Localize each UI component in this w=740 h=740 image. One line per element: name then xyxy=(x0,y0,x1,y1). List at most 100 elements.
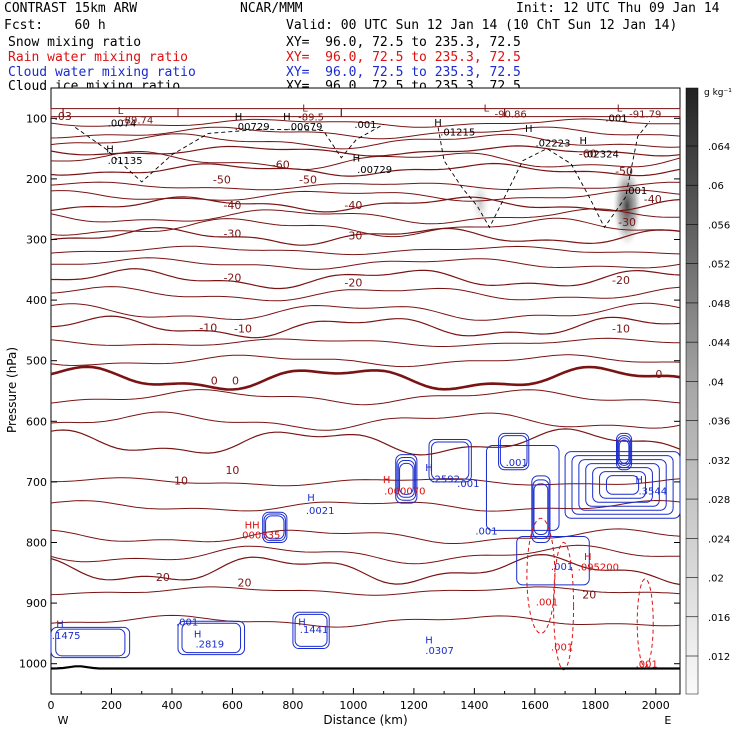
contour-value-label: .001 xyxy=(605,114,627,125)
temperature-label: 10 xyxy=(225,464,239,477)
extremum-marker: H xyxy=(425,635,433,646)
colorbar-tick-label: .012 xyxy=(708,652,730,663)
colorbar-tick-label: .028 xyxy=(708,495,730,506)
x-tick-label: 1800 xyxy=(581,699,609,712)
y-tick-label: 300 xyxy=(26,234,47,247)
extremum-marker: H xyxy=(235,112,243,123)
isotherm-line xyxy=(50,151,681,171)
field-xy-rain: XY= 96.0, 72.5 to 235.3, 72.5 xyxy=(286,50,521,65)
x-end-label-east: E xyxy=(664,714,671,727)
cloud-water-cell xyxy=(516,535,590,586)
x-tick-label: 2000 xyxy=(642,699,670,712)
snow-contours xyxy=(74,121,651,229)
isotherm-line xyxy=(50,302,681,321)
contour-value-label: .001 xyxy=(551,643,573,654)
x-tick-label: 600 xyxy=(222,699,243,712)
y-tick-label: 1000 xyxy=(19,658,47,671)
extremum-marker: HH xyxy=(245,520,260,531)
contour-value-label: .001 xyxy=(551,562,573,573)
ice-shading-group xyxy=(471,166,642,247)
cloud-water-cell xyxy=(617,437,631,466)
isotherm-line xyxy=(50,544,680,565)
extremum-marker: H xyxy=(106,145,114,156)
cloud-ice-patch-central xyxy=(471,181,490,226)
y-tick-label: 700 xyxy=(26,476,47,489)
isotherm-line xyxy=(50,126,681,140)
cloud-water-cell xyxy=(585,463,660,507)
contour-value-label: -90.86 xyxy=(495,109,527,120)
contour-value-label: .001 xyxy=(636,660,658,671)
model-title: CONTRAST 15km ARW xyxy=(4,1,138,16)
y-tick-label: 600 xyxy=(26,415,47,428)
isotherm-10 xyxy=(50,428,681,456)
extremum-marker: H xyxy=(425,463,433,474)
cloud-water-cell xyxy=(265,515,285,540)
rain-contour xyxy=(553,542,575,671)
contour-value-label: .02324 xyxy=(584,149,619,160)
cloud-water-cell xyxy=(498,432,530,471)
cloud-water-contours xyxy=(50,432,681,659)
temperature-label: -10 xyxy=(234,323,252,336)
temperature-label: 10 xyxy=(174,475,188,488)
cloud-water-cell xyxy=(605,475,640,495)
cloud-water-cell xyxy=(50,626,131,659)
colorbar-ramp xyxy=(685,87,699,695)
extremum-marker: H xyxy=(283,112,291,123)
forecast-hour: Fcst: 60 h xyxy=(4,18,106,33)
contour-value-label: .001 xyxy=(506,458,528,469)
isotherm-line xyxy=(50,477,681,487)
org-label: NCAR/MMM xyxy=(240,1,303,16)
field-xy-snow: XY= 96.0, 72.5 to 235.3, 72.5 xyxy=(286,35,521,50)
isotherm-line xyxy=(50,208,680,225)
cloud-water-cell xyxy=(294,613,328,647)
temperature-label: -10 xyxy=(199,321,217,334)
y-tick-label: 900 xyxy=(26,597,47,610)
cloud-water-cell xyxy=(292,611,330,650)
contour-value-label: .1475 xyxy=(52,631,81,642)
contour-value-label: .0074 xyxy=(108,119,137,130)
x-tick-label: 400 xyxy=(161,699,182,712)
temperature-contours xyxy=(50,108,681,628)
temperature-label: -30 xyxy=(618,216,636,229)
contour-value-label: .001 xyxy=(354,120,376,131)
extremum-marker: L xyxy=(484,103,490,114)
colorbar: g kg⁻¹ .064 .06 .056 .052 .048 .044 .04 .036 .032… xyxy=(685,87,732,695)
extremum-marker: H xyxy=(56,620,64,631)
temperature-label: -40 xyxy=(344,199,362,212)
cloud-water-cell xyxy=(181,622,242,654)
cloud-water-cell xyxy=(395,454,418,504)
cloud-water-cell xyxy=(532,479,550,540)
isotherm-line xyxy=(50,354,681,368)
init-time: Init: 12 UTC Thu 09 Jan 14 xyxy=(516,1,720,16)
contour-value-label: .001 xyxy=(475,526,497,537)
extremum-marker: H xyxy=(353,154,361,165)
colorbar-tick-label: .052 xyxy=(708,260,730,271)
colorbar-tick-label: .064 xyxy=(708,142,730,153)
temperature-label: -20 xyxy=(223,272,241,285)
extremum-marker: H xyxy=(298,617,306,628)
contour-value-label: .0021 xyxy=(306,506,335,517)
extremum-marker: H xyxy=(579,136,587,147)
contour-value-label: -91.79 xyxy=(629,109,661,120)
colorbar-unit: g kg⁻¹ xyxy=(704,88,732,98)
temperature-label: 0 xyxy=(232,375,239,388)
y-tick-label: 500 xyxy=(26,355,47,368)
cloud-water-cell xyxy=(618,439,630,464)
colorbar-tick-label: .06 xyxy=(708,181,724,192)
cloud-water-cell xyxy=(564,451,681,519)
temperature-label: -30 xyxy=(344,229,362,242)
x-tick-label: 800 xyxy=(282,699,303,712)
isotherm--20 xyxy=(51,268,681,290)
extremum-marker: H xyxy=(434,118,442,129)
temperature-label: 20 xyxy=(582,589,596,602)
temperature-label: 0 xyxy=(655,368,662,381)
rain-contour xyxy=(636,578,654,668)
colorbar-tick-label: .04 xyxy=(708,377,724,388)
field-label-cloud: Cloud water mixing ratio xyxy=(8,65,196,80)
colorbar-tick-label: .056 xyxy=(708,220,730,231)
colorbar-tick-label: .016 xyxy=(708,613,730,624)
snow-contour xyxy=(437,121,651,229)
axes: 0 200 400 600 800 1000 1200 1400 1600 1800 2000100… xyxy=(5,112,680,727)
cloud-water-cell xyxy=(578,459,667,511)
isotherm--30 xyxy=(50,226,681,246)
